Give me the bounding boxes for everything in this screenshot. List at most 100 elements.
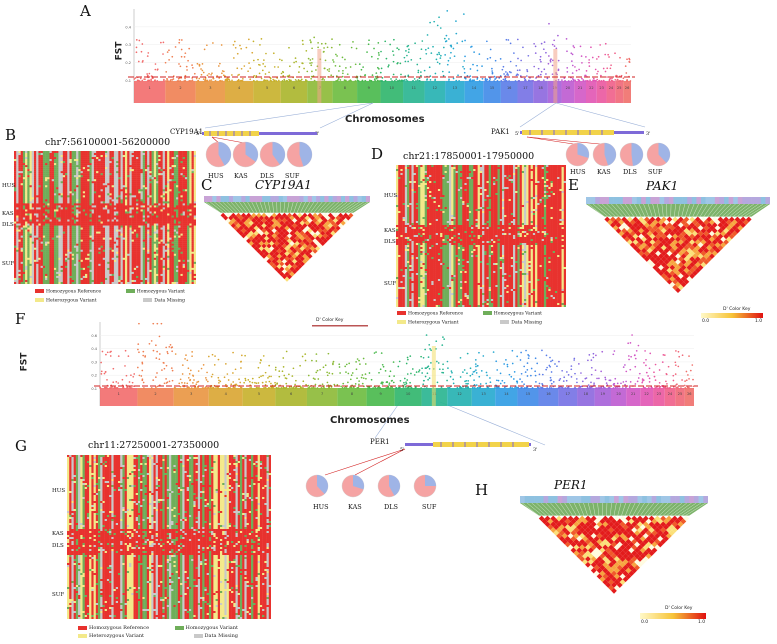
snp-point [551, 43, 554, 46]
snp-point [370, 55, 373, 58]
genotype-cell [100, 233, 103, 236]
genotype-cell [78, 169, 81, 172]
genotype-cell [33, 245, 37, 248]
genotype-cell [22, 157, 26, 160]
genotype-cell [65, 247, 68, 250]
genotype-cell [167, 219, 170, 222]
genotype-cell [14, 221, 17, 224]
genotype-cell [67, 213, 70, 216]
genotype-cell [147, 151, 150, 154]
genotype-cell [124, 165, 128, 168]
genotype-cell [36, 161, 39, 164]
genotype-cell [178, 175, 181, 178]
genotype-cell [65, 171, 68, 174]
snp-point [570, 52, 573, 55]
chromosome-band [134, 81, 166, 103]
genotype-cell [73, 233, 77, 236]
genotype-cell [111, 173, 115, 176]
genotype-cell [89, 167, 92, 170]
snp-point [300, 78, 303, 81]
genotype-cell [67, 237, 70, 240]
genotype-cell [25, 225, 28, 228]
genotype-cell [171, 183, 175, 186]
snp-point [550, 58, 552, 60]
genotype-cell [16, 173, 19, 176]
genotype-cell [29, 213, 32, 216]
genotype-cell [51, 201, 55, 204]
genotype-cell [149, 243, 152, 246]
genotype-cell [120, 161, 123, 164]
genotype-cell [153, 175, 157, 178]
snp-point [397, 80, 400, 82]
genotype-cell [111, 205, 115, 208]
genotype-cell [116, 183, 119, 186]
genotype-cell [164, 203, 168, 206]
genotype-cell [111, 227, 115, 230]
genotype-cell [14, 187, 17, 190]
genotype-cell [78, 213, 81, 216]
genotype-cell [124, 227, 128, 230]
genotype-cell [162, 185, 166, 188]
genotype-cell [105, 213, 108, 216]
genotype-cell [151, 245, 155, 248]
genotype-cell [89, 217, 92, 220]
genotype-cell [122, 223, 126, 226]
snp-point [226, 80, 229, 82]
genotype-cell [111, 155, 115, 158]
snp-point [190, 80, 192, 82]
genotype-cell [47, 179, 50, 182]
genotype-cell [89, 201, 92, 204]
genotype-cell [167, 163, 170, 166]
genotype-cell [151, 209, 155, 212]
genotype-cell [65, 243, 68, 246]
genotype-cell [133, 245, 137, 248]
genotype-cell [171, 241, 175, 244]
genotype-cell [149, 155, 152, 158]
genotype-cell [22, 219, 26, 222]
genotype-cell [29, 159, 32, 162]
snp-point [618, 80, 621, 82]
genotype-cell [133, 217, 137, 220]
genotype-cell [31, 221, 35, 224]
genotype-cell [162, 153, 166, 156]
genotype-cell [118, 177, 121, 180]
genotype-cell [116, 227, 119, 230]
snp-point [166, 51, 169, 53]
genotype-cell [31, 233, 35, 236]
genotype-cell [164, 207, 168, 210]
genotype-cell [16, 241, 19, 244]
genotype-cell [45, 213, 48, 216]
genotype-cell [113, 171, 117, 174]
genotype-cell [105, 191, 108, 194]
genotype-cell [91, 225, 95, 228]
genotype-cell [20, 179, 24, 182]
genotype-cell [33, 199, 37, 202]
genotype-cell [14, 219, 17, 222]
genotype-cell [80, 151, 84, 154]
genotype-cell [69, 245, 72, 248]
genotype-cell [25, 187, 28, 190]
genotype-cell [22, 171, 26, 174]
genotype-cell [18, 197, 21, 200]
genotype-cell [69, 223, 72, 226]
genotype-cell [96, 215, 99, 218]
genotype-cell [113, 197, 117, 200]
genotype-cell [171, 213, 175, 216]
genotype-cell [102, 169, 106, 172]
genotype-cell [140, 189, 143, 192]
genotype-cell [180, 185, 183, 188]
genotype-cell [187, 163, 190, 166]
genotype-cell [60, 237, 64, 240]
genotype-cell [62, 161, 66, 164]
snp-point [268, 71, 270, 74]
genotype-cell [133, 239, 137, 242]
genotype-cell [16, 235, 19, 238]
genotype-cell [111, 249, 115, 252]
genotype-cell [122, 211, 126, 214]
genotype-cell [102, 227, 106, 230]
genotype-cell [80, 243, 84, 246]
genotype-cell [160, 231, 163, 234]
genotype-cell [160, 211, 163, 214]
genotype-cell [178, 219, 181, 222]
genotype-cell [20, 205, 24, 208]
